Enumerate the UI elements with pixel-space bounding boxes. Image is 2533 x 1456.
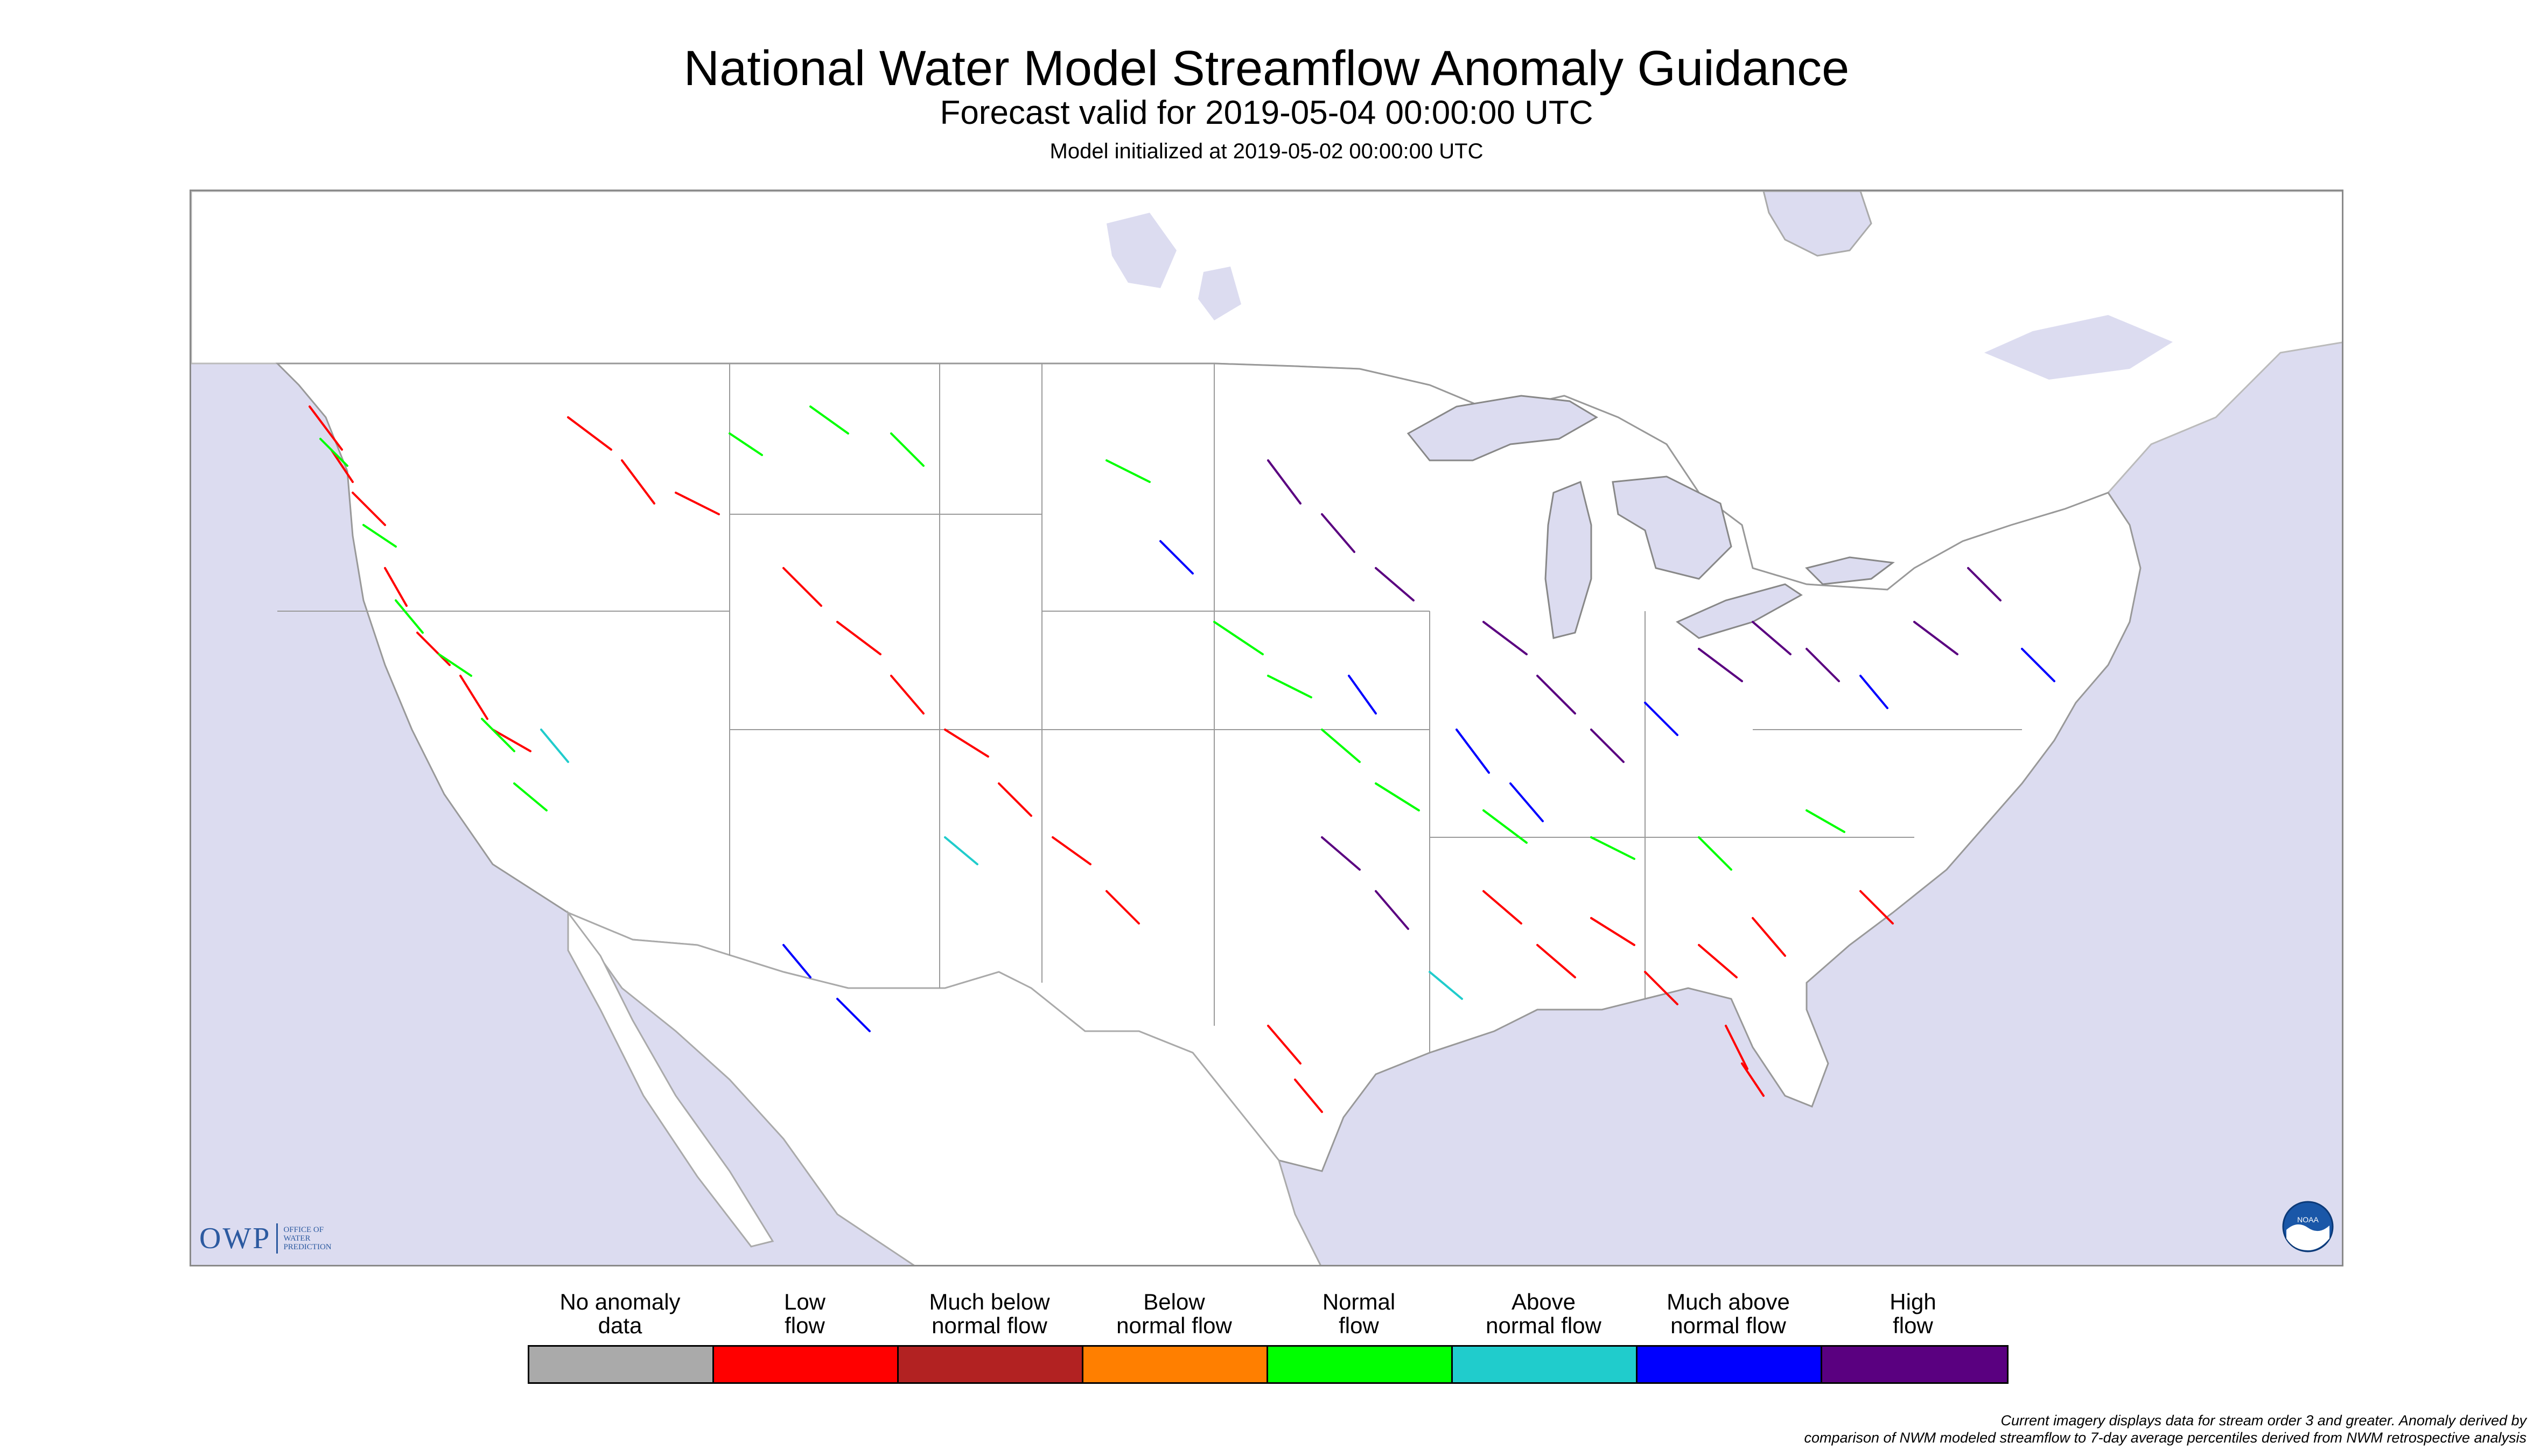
footnote-line-1: Current imagery displays data for stream… bbox=[2000, 1412, 2527, 1429]
owp-logo: OWP Office of Water Prediction bbox=[199, 1222, 332, 1255]
legend-labels: No anomaly data Low flow Much below normal fl… bbox=[528, 1290, 2005, 1339]
hudson-bay bbox=[1762, 191, 1872, 257]
baja-california bbox=[567, 910, 774, 1248]
lake-superior bbox=[1407, 395, 1598, 461]
legend-label: High flow bbox=[1890, 1289, 1936, 1338]
legend-colorbar bbox=[528, 1345, 2009, 1384]
legend-swatch bbox=[1083, 1347, 1268, 1382]
streamflow-map bbox=[190, 190, 2343, 1266]
legend-swatch bbox=[1453, 1347, 1638, 1382]
legend-swatch bbox=[529, 1347, 714, 1382]
legend-swatch bbox=[1638, 1347, 1822, 1382]
mexico-landmass bbox=[565, 911, 1321, 1265]
legend-label: Above normal flow bbox=[1486, 1289, 1601, 1338]
noaa-logo-icon: NOAA bbox=[2282, 1201, 2334, 1252]
lake-ontario bbox=[1805, 556, 1895, 585]
legend-label: Much above normal flow bbox=[1667, 1289, 1790, 1338]
canada-lake-3 bbox=[1984, 315, 2173, 380]
river-network bbox=[309, 405, 2055, 1113]
legend-label: Normal flow bbox=[1322, 1289, 1396, 1338]
owp-logo-text: OWP bbox=[199, 1222, 271, 1255]
legend-swatch bbox=[899, 1347, 1083, 1382]
footnote: Current imagery displays data for stream… bbox=[1126, 1412, 2527, 1446]
lake-michigan bbox=[1544, 480, 1592, 639]
legend-label: Below normal flow bbox=[1116, 1289, 1232, 1338]
map-title: National Water Model Streamflow Anomaly … bbox=[683, 41, 1850, 96]
canada-lake-1 bbox=[1107, 213, 1177, 288]
svg-text:NOAA: NOAA bbox=[2297, 1215, 2319, 1224]
legend-swatch bbox=[1268, 1347, 1453, 1382]
canada-lake-2 bbox=[1198, 267, 1241, 320]
legend-swatch bbox=[1822, 1347, 2007, 1382]
footnote-line-2: comparison of NWM modeled streamflow to … bbox=[1804, 1430, 2527, 1446]
lake-huron bbox=[1612, 475, 1732, 580]
owp-logo-subtext: Office of Water Prediction bbox=[283, 1226, 332, 1251]
legend-label: No anomaly data bbox=[559, 1289, 681, 1338]
owp-logo-separator bbox=[276, 1223, 278, 1254]
map-canvas bbox=[191, 191, 2342, 1265]
legend-swatch bbox=[714, 1347, 899, 1382]
forecast-valid-subtitle: Forecast valid for 2019-05-04 00:00:00 U… bbox=[940, 94, 1593, 131]
legend-label: Low flow bbox=[783, 1289, 826, 1338]
legend-label: Much below normal flow bbox=[929, 1289, 1050, 1338]
flow-legend: No anomaly data Low flow Much below normal fl… bbox=[528, 1290, 2009, 1384]
state-borders bbox=[277, 363, 2022, 1053]
model-init-line: Model initialized at 2019-05-02 00:00:00… bbox=[1049, 139, 1484, 163]
lake-erie bbox=[1676, 583, 1803, 639]
